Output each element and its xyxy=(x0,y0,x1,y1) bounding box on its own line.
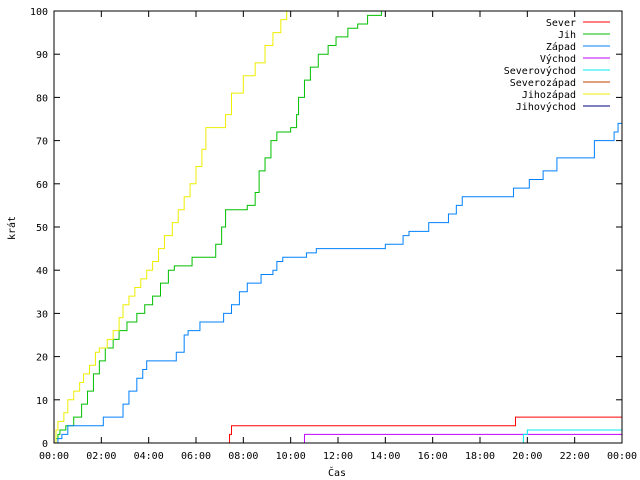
x-tick-label: 06:00 xyxy=(181,451,211,462)
series-line-3 xyxy=(57,122,622,443)
series-line-5 xyxy=(522,429,622,443)
series-line-4 xyxy=(303,433,622,443)
y-tick-label: 40 xyxy=(36,266,48,277)
x-tick-label: 00:00 xyxy=(607,451,637,462)
y-tick-label: 10 xyxy=(36,396,48,407)
x-tick-label: 12:00 xyxy=(323,451,353,462)
y-tick-label: 30 xyxy=(36,309,48,320)
x-tick-label: 16:00 xyxy=(418,451,448,462)
y-tick-label: 100 xyxy=(30,7,48,18)
y-axis-label: krát xyxy=(6,216,18,240)
x-tick-label: 02:00 xyxy=(86,451,116,462)
x-tick-label: 04:00 xyxy=(134,451,164,462)
x-axis: 00:00 02:00 04:00 06:00 08:00 10:00 12:00 14:00… xyxy=(39,11,637,462)
y-tick-label: 90 xyxy=(36,50,48,61)
x-tick-label: 22:00 xyxy=(560,451,590,462)
y-tick-label: 70 xyxy=(36,137,48,148)
series-line-1 xyxy=(229,416,622,443)
legend-label: Severozápad xyxy=(510,77,576,89)
x-axis-label: Čas xyxy=(328,466,346,479)
y-tick-label: 80 xyxy=(36,93,48,104)
x-tick-label: 08:00 xyxy=(228,451,258,462)
series-line-2 xyxy=(55,10,386,443)
legend-label: Jih xyxy=(558,30,576,41)
legend: SeverJihZápadVýchodSeverovýchodSeverozáp… xyxy=(504,18,610,113)
y-tick-label: 20 xyxy=(36,353,48,364)
x-tick-label: 10:00 xyxy=(276,451,306,462)
legend-label: Jihovýchod xyxy=(516,101,576,113)
legend-label: Západ xyxy=(546,41,576,53)
x-tick-label: 18:00 xyxy=(465,451,495,462)
legend-label: Východ xyxy=(540,53,576,65)
y-axis: 0 10 20 30 40 50 60 70 80 90 100 xyxy=(30,7,622,450)
x-tick-label: 20:00 xyxy=(512,451,542,462)
legend-label: Jihozápad xyxy=(522,89,576,101)
legend-label: Sever xyxy=(546,18,576,29)
y-tick-label: 0 xyxy=(42,439,48,450)
y-tick-label: 60 xyxy=(36,180,48,191)
x-tick-label: 14:00 xyxy=(370,451,400,462)
x-tick-label: 00:00 xyxy=(39,451,69,462)
series-line-7 xyxy=(55,10,291,443)
y-tick-label: 50 xyxy=(36,223,48,234)
legend-label: Severovýchod xyxy=(504,65,576,77)
